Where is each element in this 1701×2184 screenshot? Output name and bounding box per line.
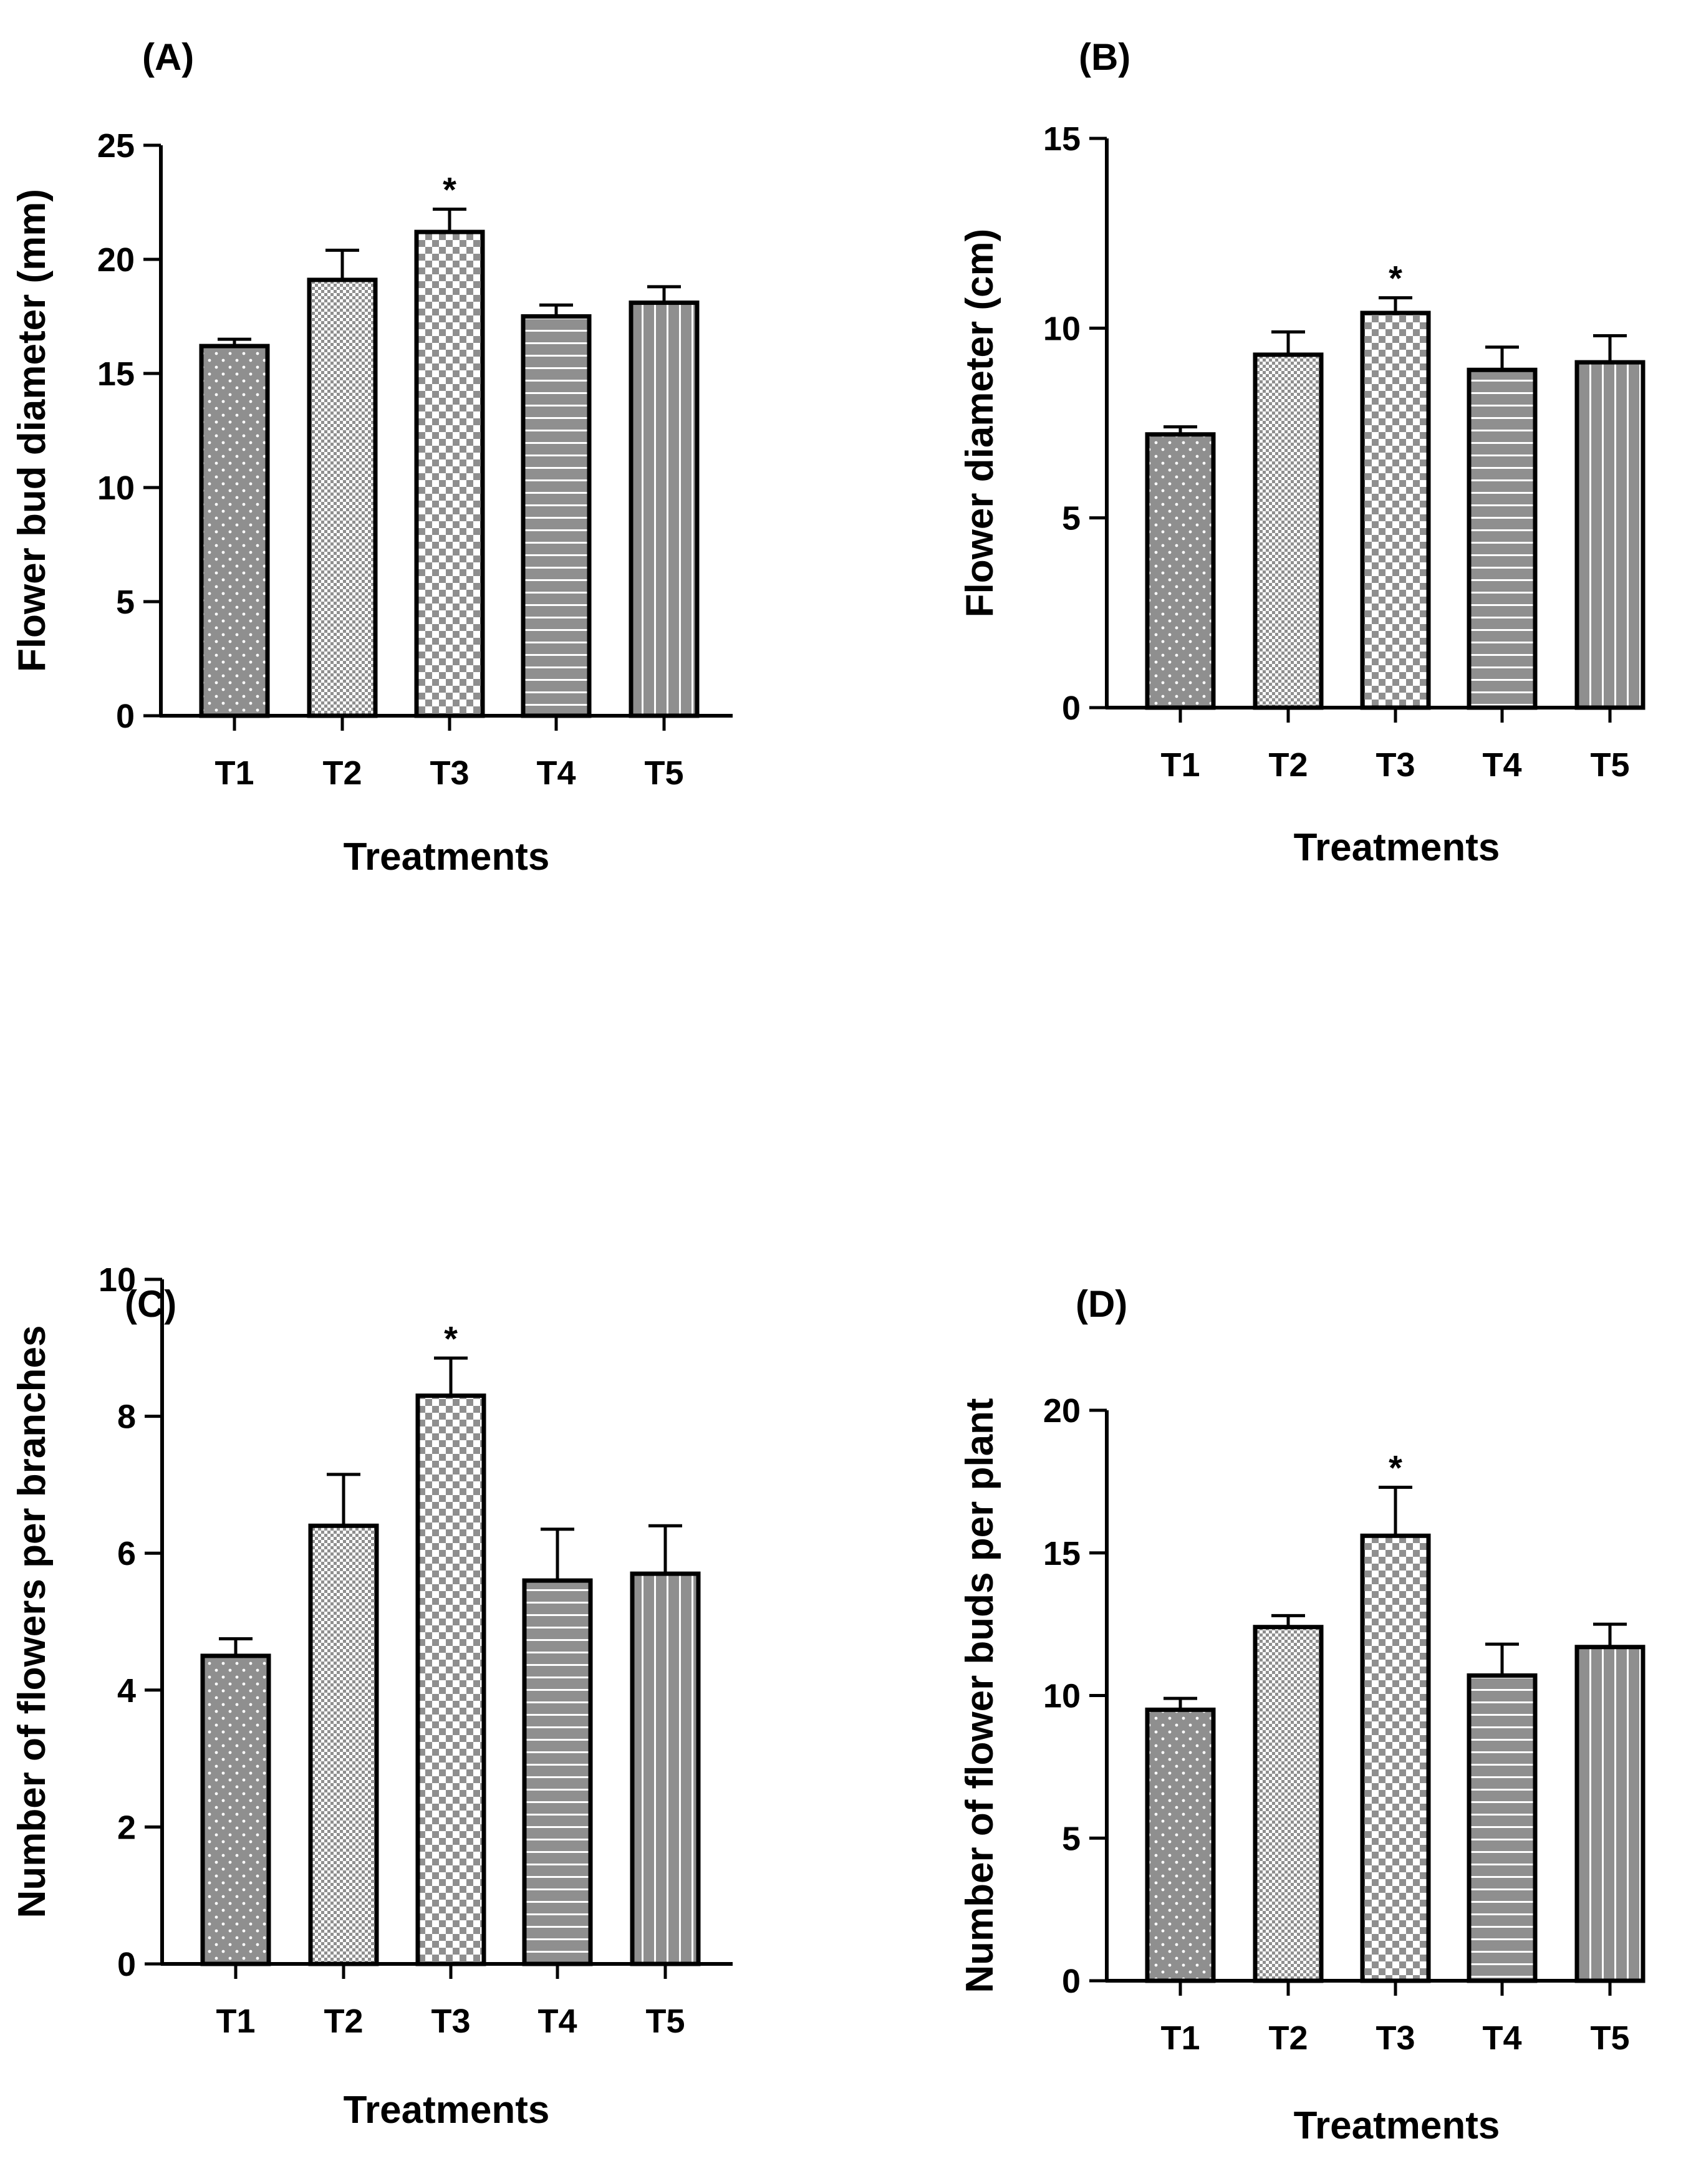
y-axis-title: Flower bud diameter (mm)	[11, 189, 54, 672]
panel-label: (A)	[142, 36, 194, 78]
bar-t5	[630, 1571, 701, 1966]
y-tick-label: 10	[1043, 310, 1081, 347]
x-tick-label: T5	[645, 2003, 685, 2040]
x-tick-label: T1	[214, 754, 254, 792]
bar-t3	[415, 1393, 486, 1966]
x-axis-title: Treatments	[1294, 826, 1500, 869]
bar-t5	[1574, 1645, 1646, 1983]
y-tick-label: 6	[117, 1535, 136, 1572]
significance-star: *	[1389, 259, 1402, 298]
y-axis-title: Flower diameter (cm)	[958, 229, 1001, 618]
y-tick-label: 2	[117, 1809, 136, 1846]
y-tick-label: 5	[1062, 1820, 1081, 1857]
chart-panel-1: (A) T1 T2 * T3 T4 T5 0 5 10 15 20 25 Treatments Flower…	[11, 36, 733, 878]
significance-star: *	[443, 170, 456, 209]
y-tick-label: 15	[1043, 120, 1081, 158]
x-tick-label: T5	[1590, 746, 1629, 784]
bar-t1	[1145, 432, 1216, 710]
y-tick-label: 10	[97, 469, 135, 507]
x-tick-label: T4	[536, 754, 576, 792]
significance-star: *	[1389, 1448, 1402, 1488]
panel-label: (C)	[125, 1283, 176, 1325]
bar-t3	[414, 229, 485, 718]
y-tick-label: 8	[117, 1398, 136, 1436]
y-tick-label: 10	[99, 1261, 136, 1299]
x-tick-label: T2	[1268, 2019, 1308, 2057]
y-tick-label: 15	[1043, 1535, 1081, 1572]
y-tick-label: 5	[1062, 500, 1081, 537]
y-tick-label: 20	[97, 241, 135, 279]
x-tick-label: T4	[1482, 2019, 1521, 2057]
bar-t1	[200, 1653, 271, 1966]
y-tick-label: 25	[97, 127, 135, 165]
x-tick-label: T2	[322, 754, 362, 792]
x-tick-label: T3	[1376, 746, 1415, 784]
bar-t2	[1253, 1625, 1324, 1983]
chart-panel-4: (D) T1 T2 * T3 T4 T5 0 5 10 15 20 Treatments Number o…	[958, 1283, 1646, 2147]
x-tick-label: T5	[1590, 2019, 1629, 2057]
y-tick-label: 10	[1043, 1678, 1081, 1715]
x-tick-label: T1	[1160, 746, 1200, 784]
y-tick-label: 0	[116, 698, 135, 735]
bar-t2	[1253, 352, 1324, 710]
y-axis-title: Number of flowers per branches	[11, 1325, 54, 1918]
bar-t1	[199, 344, 270, 718]
x-tick-label: T5	[644, 754, 683, 792]
y-axis-title: Number of flower buds per plant	[958, 1398, 1001, 1993]
y-tick-label: 0	[1062, 1963, 1081, 2000]
y-tick-label: 20	[1043, 1392, 1081, 1430]
x-tick-label: T3	[1376, 2019, 1415, 2057]
x-tick-label: T4	[1482, 746, 1521, 784]
y-tick-label: 0	[1062, 690, 1081, 727]
panel-label: (B)	[1079, 36, 1130, 78]
bar-t4	[521, 314, 592, 718]
y-tick-label: 15	[97, 355, 135, 393]
bar-t2	[307, 277, 378, 718]
significance-star: *	[444, 1319, 458, 1358]
x-tick-label: T3	[430, 754, 469, 792]
chart-panel-2: (B) T1 T2 * T3 T4 T5 0 5 10 15 Treatments Flower dia…	[958, 36, 1646, 869]
y-tick-label: 5	[116, 584, 135, 621]
x-tick-label: T3	[431, 2003, 470, 2040]
x-tick-label: T2	[1268, 746, 1308, 784]
x-tick-label: T4	[537, 2003, 577, 2040]
bar-t5	[1574, 360, 1646, 710]
x-axis-title: Treatments	[1294, 2104, 1500, 2147]
x-axis-title: Treatments	[344, 2089, 550, 2132]
y-tick-label: 0	[117, 1946, 136, 1983]
panel-label: (D)	[1076, 1283, 1127, 1325]
bar-t4	[1467, 367, 1538, 710]
x-axis-title: Treatments	[344, 835, 550, 878]
x-tick-label: T2	[324, 2003, 363, 2040]
bar-t4	[522, 1578, 593, 1966]
bar-t2	[308, 1523, 379, 1966]
y-tick-label: 4	[117, 1672, 136, 1710]
bar-t1	[1145, 1707, 1216, 1983]
x-tick-label: T1	[216, 2003, 255, 2040]
bar-t5	[629, 301, 700, 718]
chart-panel-3: (C) T1 T2 * T3 T4 T5 0 2 4 6 8 10 Treatments Number of…	[11, 1261, 733, 2132]
bar-t3	[1360, 1533, 1431, 1983]
bar-t4	[1467, 1673, 1538, 1983]
x-tick-label: T1	[1160, 2019, 1200, 2057]
charts-root: (A)T1 T2*T3 T4 T50510152025TreatmentsFlower…	[11, 36, 1646, 2147]
bar-t3	[1360, 310, 1431, 710]
